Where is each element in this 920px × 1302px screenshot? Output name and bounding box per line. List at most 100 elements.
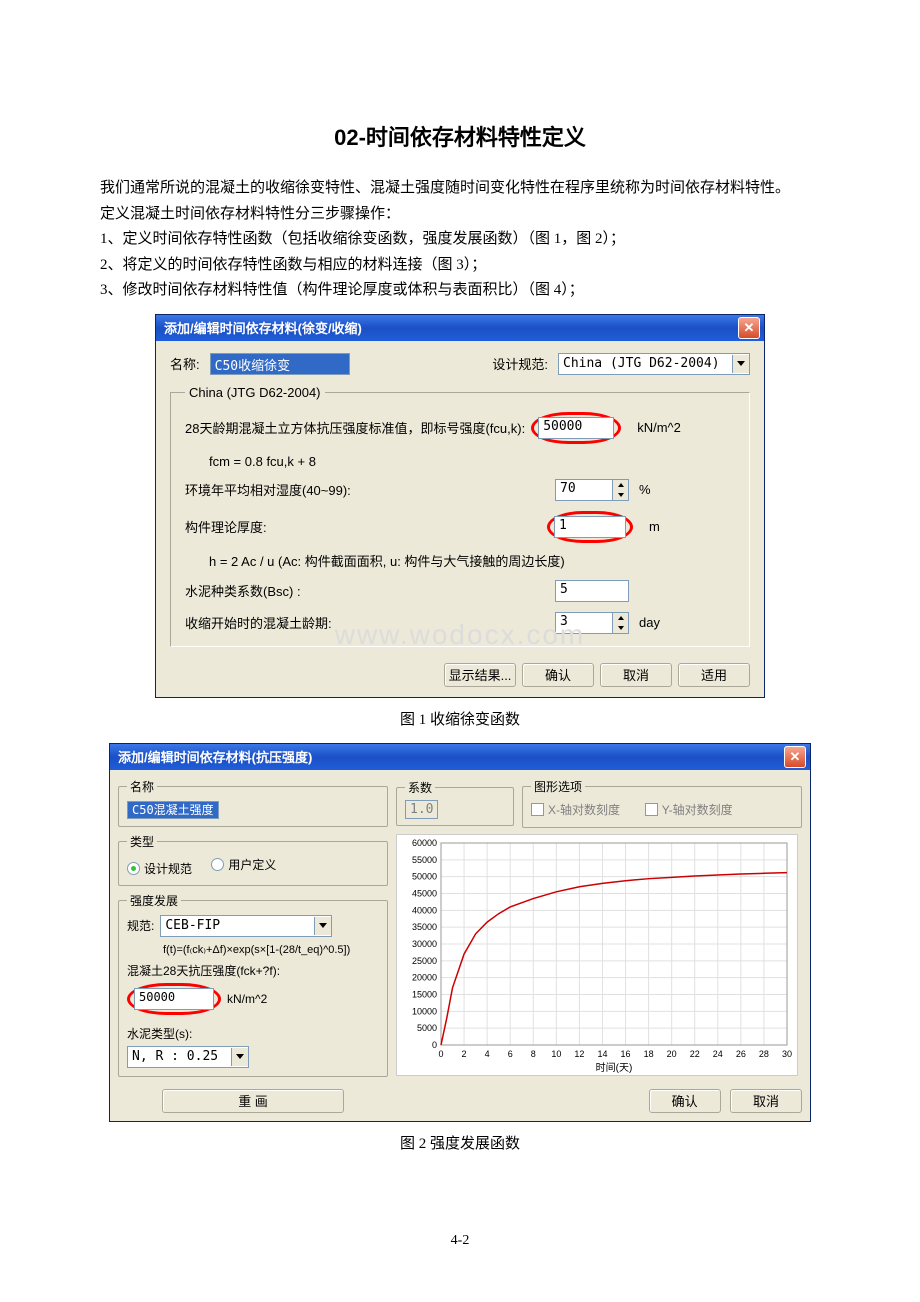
svg-text:2: 2 (462, 1049, 467, 1059)
svg-text:0: 0 (432, 1040, 437, 1050)
figure-caption: 图 2 强度发展函数 (70, 1132, 850, 1153)
cancel-button[interactable]: 取消 (600, 663, 672, 687)
show-result-button[interactable]: 显示结果... (444, 663, 516, 687)
group-title: China (JTG D62-2004) (185, 385, 325, 400)
h-label: 构件理论厚度: (185, 517, 547, 536)
highlight-oval: 1 (547, 511, 633, 543)
svg-text:45000: 45000 (412, 888, 437, 898)
spin-up-icon[interactable] (613, 480, 628, 490)
ok-button[interactable]: 确认 (522, 663, 594, 687)
spin-down-icon[interactable] (613, 490, 628, 500)
redraw-button[interactable]: 重 画 (162, 1089, 344, 1113)
dialog-creep-shrinkage: 添加/编辑时间依存材料(徐变/收缩) ✕ 名称: C50收缩徐变 设计规范: C… (155, 314, 765, 698)
svg-text:30000: 30000 (412, 939, 437, 949)
s-combo[interactable]: N, R : 0.25 (127, 1046, 249, 1068)
name-input[interactable]: C50混凝土强度 (127, 801, 219, 819)
rh-input[interactable]: 70 (556, 480, 612, 500)
age-spin[interactable]: 3 (555, 612, 629, 634)
dialog-compressive-strength: 添加/编辑时间依存材料(抗压强度) ✕ 名称 C50混凝土强度 类型 设计规范 (109, 743, 811, 1122)
spec-value: CEB-FIP (161, 918, 314, 933)
svg-text:15000: 15000 (412, 989, 437, 999)
rh-spin[interactable]: 70 (555, 479, 629, 501)
spec-value: China (JTG D62-2004) (559, 356, 732, 371)
fck-input[interactable]: 50000 (134, 988, 214, 1010)
s-label: 水泥类型(s): (127, 1025, 379, 1042)
fcu-label: 28天龄期混凝土立方体抗压强度标准值，即标号强度(fcu,k): (185, 418, 525, 437)
fck-label: 混凝土28天抗压强度(fck+?f): (127, 962, 379, 979)
fcu-unit: kN/m^2 (637, 420, 681, 435)
radio-user[interactable]: 用户定义 (211, 856, 276, 873)
close-button[interactable]: ✕ (784, 746, 806, 768)
chk-ylog[interactable]: Y-轴对数刻度 (645, 801, 733, 818)
chevron-down-icon[interactable] (314, 917, 331, 935)
radio-spec-label: 设计规范 (144, 860, 192, 877)
svg-text:28: 28 (759, 1049, 769, 1059)
paragraph: 我们通常所说的混凝土的收缩徐变特性、混凝土强度随时间变化特性在程序里统称为时间依… (70, 176, 850, 202)
h-input[interactable]: 1 (554, 516, 626, 538)
svg-text:26: 26 (736, 1049, 746, 1059)
group-type: 类型 设计规范 用户定义 (118, 833, 388, 886)
dialog-title: 添加/编辑时间依存材料(徐变/收缩) (164, 318, 362, 337)
group-name-legend: 名称 (127, 778, 157, 795)
spec-combo[interactable]: China (JTG D62-2004) (558, 353, 750, 375)
spec-combo[interactable]: CEB-FIP (160, 915, 332, 937)
bsc-label: 水泥种类系数(Bsc) : (185, 581, 555, 600)
strength-chart: 0500010000150002000025000300003500040000… (396, 834, 798, 1076)
group-china-spec: China (JTG D62-2004) 28天龄期混凝土立方体抗压强度标准值，… (170, 385, 750, 647)
group-coef-legend: 系数 (405, 779, 435, 796)
svg-text:20000: 20000 (412, 972, 437, 982)
svg-text:10: 10 (551, 1049, 561, 1059)
svg-text:22: 22 (690, 1049, 700, 1059)
fck-unit: kN/m^2 (227, 992, 267, 1006)
svg-text:35000: 35000 (412, 922, 437, 932)
ok-button[interactable]: 确认 (649, 1089, 721, 1113)
svg-text:12: 12 (574, 1049, 584, 1059)
svg-text:10000: 10000 (412, 1006, 437, 1016)
group-graph-legend: 图形选项 (531, 778, 585, 795)
svg-text:18: 18 (644, 1049, 654, 1059)
group-name: 名称 C50混凝土强度 (118, 778, 388, 827)
titlebar[interactable]: 添加/编辑时间依存材料(徐变/收缩) ✕ (156, 315, 764, 341)
svg-text:16: 16 (621, 1049, 631, 1059)
h-formula: h = 2 Ac / u (Ac: 构件截面面积, u: 构件与大气接触的周边长… (209, 551, 565, 570)
fcu-input[interactable]: 50000 (538, 417, 614, 439)
bsc-input[interactable]: 5 (555, 580, 629, 602)
h-unit: m (649, 519, 660, 534)
rh-label: 环境年平均相对湿度(40~99): (185, 480, 555, 499)
list-item: 2、将定义的时间依存特性函数与相应的材料连接（图 3）； (70, 253, 850, 279)
svg-text:55000: 55000 (412, 854, 437, 864)
age-input[interactable]: 3 (556, 613, 612, 633)
radio-user-label: 用户定义 (228, 856, 276, 873)
apply-button[interactable]: 适用 (678, 663, 750, 687)
svg-text:6: 6 (508, 1049, 513, 1059)
dialog-title: 添加/编辑时间依存材料(抗压强度) (118, 747, 312, 766)
titlebar[interactable]: 添加/编辑时间依存材料(抗压强度) ✕ (110, 744, 810, 770)
chevron-down-icon[interactable] (231, 1048, 248, 1066)
chk-ylog-label: Y-轴对数刻度 (662, 801, 733, 818)
svg-text:5000: 5000 (417, 1023, 437, 1033)
chk-xlog-label: X-轴对数刻度 (548, 801, 620, 818)
fcm-formula: fcm = 0.8 fcu,k + 8 (209, 454, 316, 469)
spin-down-icon[interactable] (613, 623, 628, 633)
chk-xlog[interactable]: X-轴对数刻度 (531, 801, 620, 818)
list-item: 3、修改时间依存材料特性值（构件理论厚度或体积与表面积比）（图 4）； (70, 278, 850, 304)
page-title: 02-时间依存材料特性定义 (70, 120, 850, 152)
rh-unit: % (639, 482, 651, 497)
svg-text:24: 24 (713, 1049, 723, 1059)
chevron-down-icon[interactable] (732, 355, 749, 373)
name-input[interactable]: C50收缩徐变 (210, 353, 350, 375)
radio-spec[interactable]: 设计规范 (127, 860, 192, 877)
cancel-button[interactable]: 取消 (730, 1089, 802, 1113)
svg-text:时间(天): 时间(天) (596, 1061, 633, 1074)
age-label: 收缩开始时的混凝土龄期: (185, 613, 555, 632)
close-button[interactable]: ✕ (738, 317, 760, 339)
spin-up-icon[interactable] (613, 613, 628, 623)
group-strength-dev: 强度发展 规范: CEB-FIP f(t)=(f₍ck₎+Δf)×exp(s×[… (118, 892, 388, 1077)
svg-text:4: 4 (485, 1049, 490, 1059)
page-number: 4-2 (70, 1233, 850, 1249)
group-graph-opts: 图形选项 X-轴对数刻度 Y-轴对数刻度 (522, 778, 802, 828)
group-type-legend: 类型 (127, 833, 157, 850)
highlight-oval: 50000 (531, 412, 621, 444)
svg-text:40000: 40000 (412, 905, 437, 915)
figure-caption: 图 1 收缩徐变函数 (70, 708, 850, 729)
